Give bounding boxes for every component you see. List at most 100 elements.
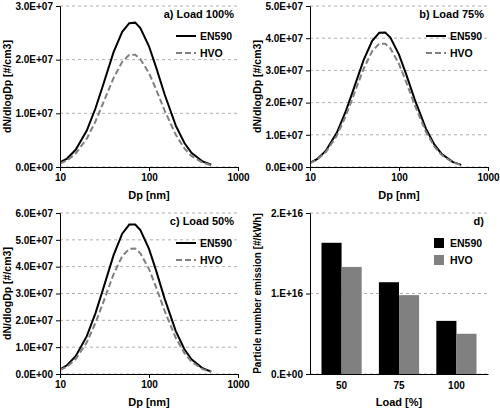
y-axis: 0.0E+001.0E+072.0E+073.0E+07 bbox=[15, 1, 60, 173]
y-tick: 1.0E+07 bbox=[15, 342, 60, 353]
y-axis-line bbox=[56, 7, 61, 168]
panel-title: b) Load 75% bbox=[419, 8, 484, 20]
y-tick: 3.0E+07 bbox=[15, 1, 60, 12]
legend-label: EN590 bbox=[200, 237, 232, 249]
x-axis-line bbox=[61, 375, 239, 379]
y-tick-mark bbox=[56, 267, 60, 268]
legend-label: HVO bbox=[200, 254, 223, 266]
x-tick-mark bbox=[238, 167, 239, 171]
panel: 50751000.E+001.E+162.E+16Load [%]Particl… bbox=[252, 208, 489, 408]
y-tick: 0.0E+00 bbox=[15, 162, 60, 173]
x-tick-label: 100 bbox=[391, 172, 408, 183]
y-tick: 1.0E+07 bbox=[265, 130, 310, 141]
x-tick-label: 100 bbox=[141, 172, 158, 183]
y-tick-mark bbox=[306, 213, 310, 214]
y-tick-label: 0.0E+00 bbox=[15, 162, 53, 173]
y-tick-label: 3.0E+07 bbox=[15, 288, 53, 299]
y-axis-title: dN/dlogDp [#/cm3] bbox=[1, 247, 13, 340]
plot-area bbox=[321, 243, 476, 374]
bar bbox=[456, 334, 476, 374]
x-tick: 100 bbox=[141, 167, 158, 183]
x-tick: 100 bbox=[448, 374, 465, 391]
legend-item: EN590 bbox=[176, 30, 232, 42]
x-tick-mark bbox=[488, 167, 489, 171]
grid bbox=[310, 213, 488, 374]
y-tick: 5.0E+07 bbox=[15, 235, 60, 246]
y-tick-mark bbox=[306, 70, 310, 71]
x-tick: 1000 bbox=[227, 374, 250, 390]
y-tick-label: 1.E+16 bbox=[271, 288, 303, 299]
series-line bbox=[60, 225, 211, 372]
y-tick-mark bbox=[306, 103, 310, 104]
x-axis: 5075100 bbox=[311, 374, 489, 391]
y-tick-mark bbox=[56, 113, 60, 114]
grid-line bbox=[60, 293, 238, 294]
grid-line bbox=[60, 6, 238, 7]
y-tick-mark bbox=[56, 347, 60, 348]
y-axis-line bbox=[306, 214, 311, 375]
grid-line bbox=[310, 70, 488, 71]
bar bbox=[321, 243, 341, 374]
x-tick-label: 100 bbox=[141, 379, 158, 390]
x-axis-line bbox=[311, 168, 489, 172]
grid-line bbox=[310, 6, 488, 7]
y-axis: 0.E+001.E+162.E+16 bbox=[271, 208, 310, 380]
y-tick-mark bbox=[56, 320, 60, 321]
grid bbox=[60, 213, 238, 374]
legend-label: HVO bbox=[450, 254, 473, 266]
plot-area bbox=[60, 225, 211, 372]
y-tick-mark bbox=[306, 294, 310, 295]
grid-line bbox=[60, 320, 238, 321]
y-tick-mark bbox=[56, 294, 60, 295]
y-tick-label: 5.0E+07 bbox=[15, 235, 53, 246]
panel-title: d) bbox=[474, 215, 485, 227]
y-tick-label: 6.0E+07 bbox=[15, 208, 53, 219]
y-tick: 1.0E+07 bbox=[15, 108, 60, 119]
y-tick-mark bbox=[306, 6, 310, 7]
x-tick-label: 1000 bbox=[227, 379, 250, 390]
x-tick-label: 75 bbox=[393, 380, 405, 391]
chart-container: 10 100 1000 0.0E+00 1.0E+07 2.0E+07 3.0E+07 Dp … bbox=[0, 0, 500, 414]
x-axis-line bbox=[61, 168, 239, 172]
grid-line bbox=[310, 102, 488, 103]
legend-swatch bbox=[426, 52, 446, 54]
y-tick: 0.0E+00 bbox=[15, 369, 60, 380]
x-axis: 101001000 bbox=[55, 167, 250, 183]
grid-line bbox=[60, 213, 238, 214]
legend-item: EN590 bbox=[176, 237, 232, 249]
legend-item: HVO bbox=[426, 47, 473, 59]
x-tick: 10 bbox=[305, 167, 317, 183]
grid-line bbox=[60, 347, 238, 348]
y-tick-label: 1.0E+07 bbox=[15, 108, 53, 119]
legend: EN590 HVO bbox=[176, 237, 232, 266]
legend-swatch bbox=[426, 35, 446, 37]
y-tick-label: 4.0E+07 bbox=[15, 261, 53, 272]
legend-label: HVO bbox=[450, 47, 473, 59]
x-tick: 10 bbox=[55, 167, 67, 183]
y-tick: 0.E+00 bbox=[271, 369, 310, 380]
legend-label: EN590 bbox=[450, 30, 482, 42]
grid-line bbox=[60, 59, 238, 60]
panel: 1010010000.0E+001.0E+072.0E+073.0E+074.0… bbox=[1, 208, 250, 408]
y-tick: 3.0E+07 bbox=[265, 65, 310, 76]
x-tick-mark bbox=[149, 167, 150, 171]
legend-item: EN590 bbox=[426, 30, 482, 42]
y-tick-label: 1.0E+07 bbox=[15, 342, 53, 353]
legend-swatch bbox=[434, 255, 444, 265]
legend-swatch bbox=[176, 242, 196, 244]
x-tick: 100 bbox=[141, 374, 158, 390]
x-axis-title: Dp [nm] bbox=[128, 396, 170, 408]
legend-label: EN590 bbox=[450, 237, 482, 249]
x-tick-label: 10 bbox=[55, 379, 67, 390]
bar bbox=[399, 295, 419, 374]
y-tick: 2.0E+07 bbox=[265, 97, 310, 108]
grid-line bbox=[60, 113, 238, 114]
legend-label: HVO bbox=[200, 47, 223, 59]
series-line bbox=[60, 23, 211, 165]
x-tick: 1000 bbox=[477, 167, 500, 183]
y-tick-mark bbox=[56, 6, 60, 7]
y-axis: 0.0E+001.0E+072.0E+073.0E+074.0E+075.0E+… bbox=[15, 208, 60, 380]
series-line bbox=[60, 248, 211, 372]
legend-item: EN590 bbox=[434, 237, 482, 249]
x-axis-line bbox=[311, 374, 489, 375]
